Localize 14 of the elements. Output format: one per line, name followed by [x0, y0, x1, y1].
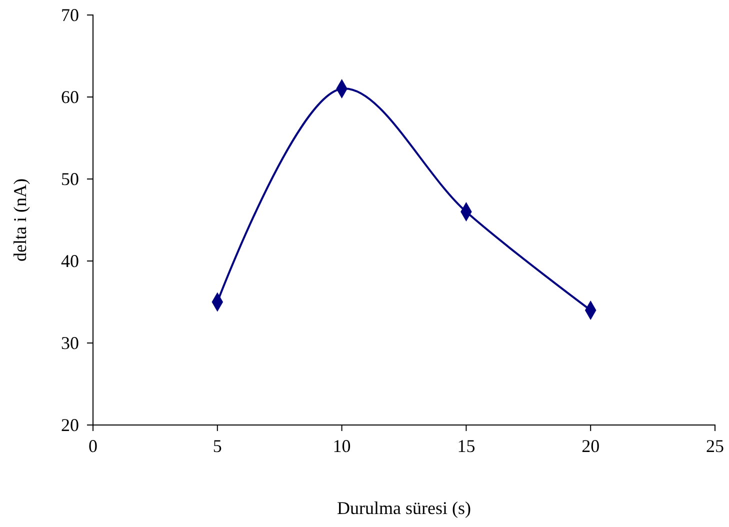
x-tick-label: 5 [212, 436, 222, 456]
y-tick-label: 50 [61, 168, 79, 189]
y-tick-label: 40 [61, 250, 79, 271]
y-tick-label: 70 [61, 4, 79, 25]
x-tick-label: 20 [582, 436, 600, 456]
x-tick-label: 15 [457, 436, 476, 456]
y-tick-label: 20 [61, 414, 79, 435]
x-tick-label: 25 [706, 436, 724, 456]
y-tick-label: 30 [61, 332, 79, 353]
x-tick-label: 10 [332, 436, 351, 456]
y-tick-label: 60 [61, 86, 79, 107]
y-axis-title: delta i (nA) [10, 178, 30, 262]
x-tick-label: 0 [88, 436, 98, 456]
x-axis-title: Durulma süresi (s) [337, 498, 471, 518]
